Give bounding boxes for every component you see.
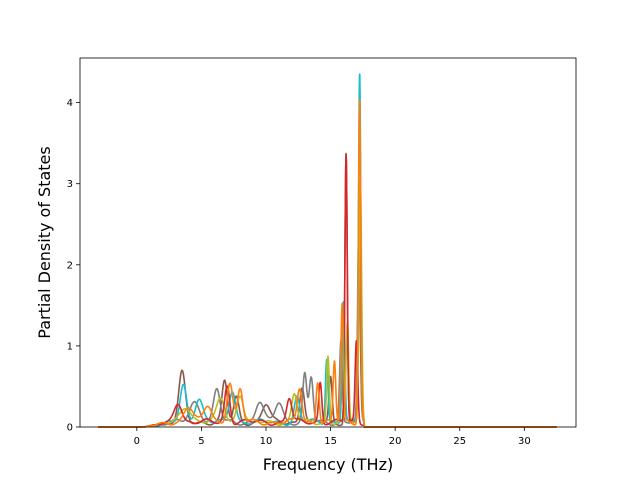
y-tick-label: 3 bbox=[67, 179, 73, 190]
x-tick-label: 15 bbox=[324, 436, 337, 447]
x-tick-label: 5 bbox=[198, 436, 204, 447]
plot-frame bbox=[79, 57, 577, 428]
y-tick-label: 1 bbox=[67, 341, 73, 352]
y-tick-label: 0 bbox=[67, 423, 73, 434]
x-tick-label: 10 bbox=[260, 436, 273, 447]
pdos-series-line bbox=[97, 178, 558, 428]
plot-lines bbox=[97, 73, 558, 428]
x-tick-label: 30 bbox=[518, 436, 531, 447]
x-tick-label: 0 bbox=[134, 436, 140, 447]
y-axis-label: Partial Density of States bbox=[35, 146, 54, 338]
x-axis-label: Frequency (THz) bbox=[263, 455, 393, 474]
pdos-series-line bbox=[97, 216, 558, 428]
y-tick-label: 2 bbox=[67, 260, 73, 271]
x-tick-label: 20 bbox=[389, 436, 402, 447]
x-axis-ticks: 0 5 10 15 20 25 30 bbox=[134, 427, 531, 447]
y-axis-ticks: 0 1 2 3 4 bbox=[67, 98, 80, 434]
x-tick-label: 25 bbox=[453, 436, 466, 447]
y-tick-label: 4 bbox=[67, 98, 73, 109]
